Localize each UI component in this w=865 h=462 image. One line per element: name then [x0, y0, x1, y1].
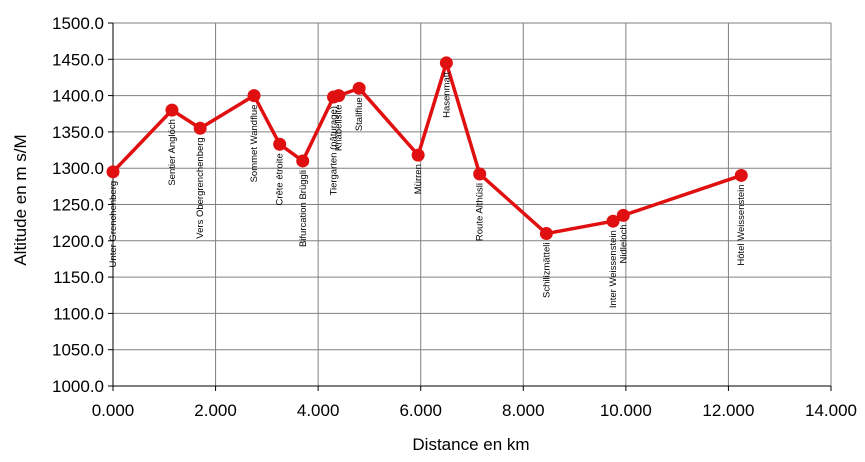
data-point	[332, 89, 346, 103]
y-tick-label: 1100.0	[53, 304, 104, 323]
point-label: Unter Grenchenberg	[108, 181, 119, 268]
point-label: Vers Obergrenchenberg	[195, 137, 206, 238]
data-point	[247, 89, 261, 103]
point-labels: Unter Grenchenberg Sentier Anglóch Vers Ob…	[108, 72, 747, 309]
series-line	[111, 61, 742, 236]
data-point	[106, 165, 120, 179]
point-label: Bifurcation Brüggli	[298, 170, 309, 247]
point-label: Nidleloch	[618, 224, 629, 263]
data-point	[411, 148, 425, 162]
y-tick-label: 1150.0	[53, 268, 104, 287]
x-tick-label: 2.000	[194, 401, 237, 420]
data-point	[193, 121, 207, 135]
point-label: Sentier Anglóch	[167, 119, 178, 186]
y-tick-labels: 1000.0 1050.0 1100.0 1150.0 1200.0 1250.0 1300…	[52, 14, 104, 396]
axes	[108, 22, 832, 391]
point-label: Hôtel Weissenstein	[736, 184, 747, 265]
point-label: Stallflue	[354, 97, 365, 131]
point-label: Tiergarten (pâturage)	[329, 106, 340, 195]
x-axis-title: Distance en km	[412, 435, 529, 454]
x-tick-labels: 0.000 2.000 4.000 6.000 8.000 10.000 12.000 14.…	[92, 401, 857, 420]
data-point	[439, 56, 453, 70]
grid	[113, 22, 832, 386]
point-label: Inter Weissenstein	[608, 230, 619, 308]
y-tick-label: 1200.0	[52, 232, 104, 251]
x-tick-label: 8.000	[502, 401, 545, 420]
x-tick-label: 6.000	[399, 401, 442, 420]
y-tick-label: 1250.0	[52, 196, 104, 215]
y-tick-label: 1500.0	[52, 14, 104, 33]
y-tick-label: 1450.0	[52, 50, 104, 69]
point-label: Route Althüsli	[475, 183, 486, 241]
x-tick-label: 14.000	[805, 401, 857, 420]
x-tick-label: 4.000	[297, 401, 340, 420]
data-point	[616, 208, 630, 222]
point-label: Sommet Wandflue	[249, 105, 260, 183]
y-tick-label: 1300.0	[52, 159, 104, 178]
y-tick-label: 1400.0	[52, 87, 104, 106]
point-label: Mürren	[413, 164, 424, 194]
y-axis-title: Altitude en m s/M	[11, 134, 30, 265]
data-point	[734, 168, 748, 182]
data-point	[165, 103, 179, 117]
point-label: Crête étroite	[275, 153, 286, 205]
altitude-series	[106, 56, 748, 241]
y-tick-label: 1000.0	[52, 377, 104, 396]
point-label: Hasenmatt	[441, 72, 452, 118]
data-point	[352, 81, 366, 95]
x-tick-label: 12.000	[702, 401, 754, 420]
y-tick-label: 1350.0	[52, 123, 104, 142]
data-point	[539, 227, 553, 241]
point-label: Knäbelisite	[334, 105, 345, 151]
x-tick-label: 10.000	[600, 401, 652, 420]
data-point	[273, 137, 287, 151]
x-tick-label: 0.000	[92, 401, 135, 420]
data-point	[606, 214, 620, 228]
data-point	[473, 167, 487, 181]
y-tick-label: 1050.0	[52, 341, 104, 360]
point-label: Schilizmätteli	[541, 243, 552, 298]
data-point	[296, 154, 310, 168]
